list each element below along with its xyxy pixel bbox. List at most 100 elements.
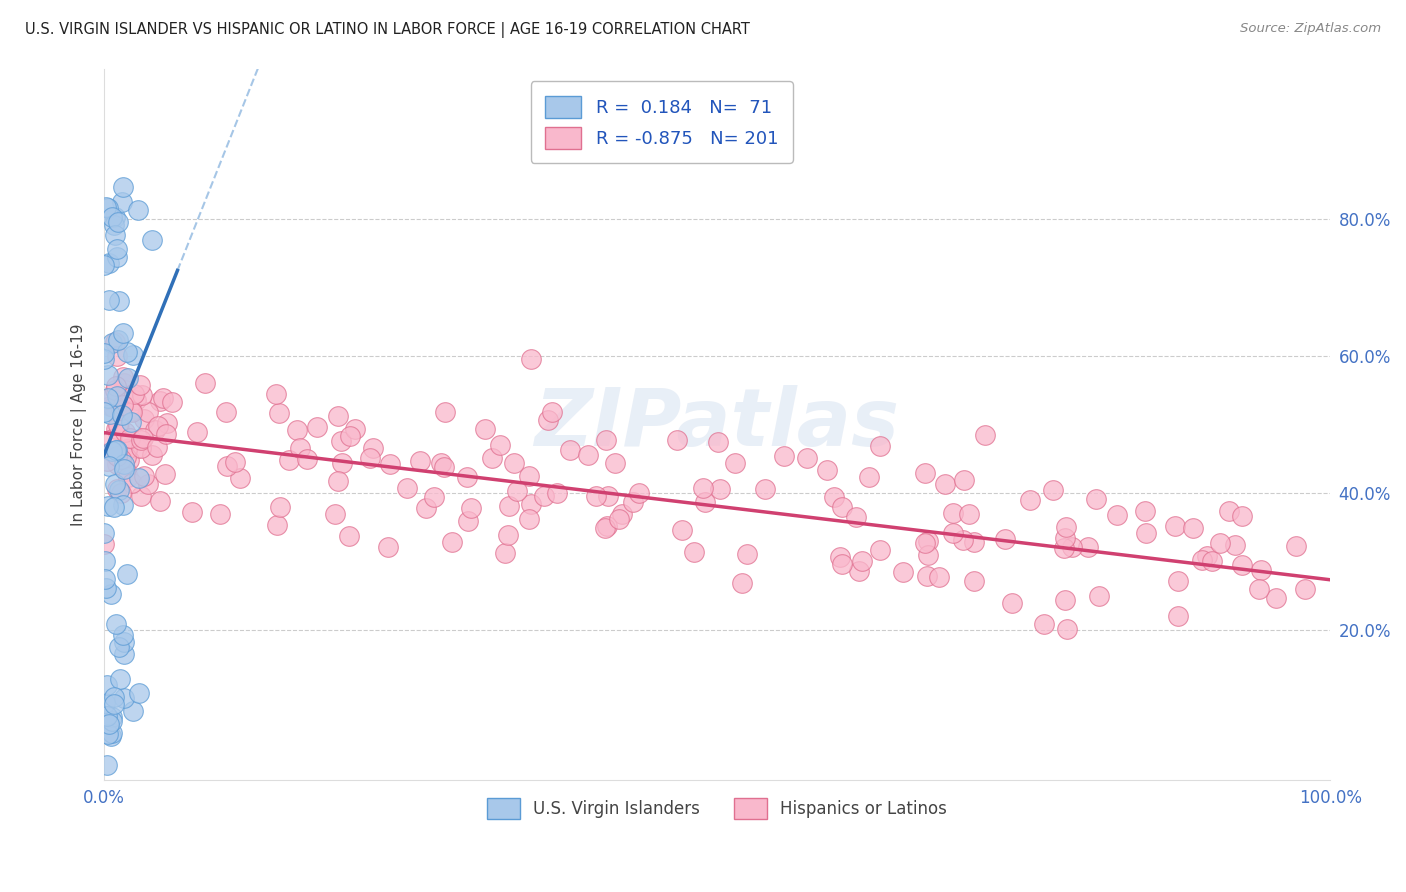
Point [96, 757, 118, 772]
Point [269, 500, 291, 515]
Point [423, 490, 446, 504]
Point [963, 535, 986, 549]
Point [546, 486, 568, 500]
Point [731, 576, 754, 591]
Point [598, 489, 620, 503]
Point [103, 697, 125, 711]
Point [605, 456, 627, 470]
Point [96, 678, 118, 692]
Point [215, 458, 238, 473]
Point [112, 398, 135, 412]
Point [129, 433, 152, 447]
Point [344, 422, 367, 436]
Point [141, 233, 163, 247]
Point [537, 413, 560, 427]
Point [1053, 541, 1076, 555]
Point [773, 449, 796, 463]
Point [128, 686, 150, 700]
Point [115, 566, 138, 581]
Point [129, 377, 152, 392]
Point [533, 488, 555, 502]
Point [1197, 549, 1219, 564]
Point [1247, 582, 1270, 596]
Point [430, 457, 453, 471]
Point [112, 462, 135, 476]
Point [134, 411, 156, 425]
Point [100, 432, 122, 446]
Point [1265, 591, 1288, 605]
Point [434, 405, 457, 419]
Point [93, 405, 115, 419]
Point [104, 422, 127, 436]
Point [498, 499, 520, 513]
Point [104, 383, 127, 397]
Point [266, 517, 288, 532]
Point [104, 211, 127, 225]
Point [94, 696, 117, 710]
Point [105, 242, 128, 256]
Point [1060, 540, 1083, 554]
Point [111, 194, 134, 209]
Point [724, 456, 747, 470]
Point [149, 494, 172, 508]
Point [112, 628, 135, 642]
Point [1209, 536, 1232, 550]
Point [1218, 503, 1240, 517]
Point [1077, 540, 1099, 554]
Point [503, 456, 526, 470]
Point [127, 202, 149, 217]
Point [942, 525, 965, 540]
Point [97, 368, 120, 383]
Point [131, 489, 153, 503]
Point [121, 705, 143, 719]
Point [105, 442, 128, 457]
Point [1167, 608, 1189, 623]
Point [97, 293, 120, 308]
Point [330, 456, 353, 470]
Point [107, 417, 129, 432]
Point [100, 444, 122, 458]
Point [105, 449, 128, 463]
Point [224, 455, 246, 469]
Point [666, 433, 689, 447]
Point [101, 710, 124, 724]
Point [105, 349, 128, 363]
Point [408, 454, 430, 468]
Point [917, 548, 939, 562]
Point [628, 486, 651, 500]
Point [520, 497, 543, 511]
Point [108, 483, 131, 498]
Point [121, 404, 143, 418]
Point [595, 433, 617, 447]
Point [610, 507, 633, 521]
Point [112, 690, 135, 705]
Point [214, 405, 236, 419]
Point [94, 200, 117, 214]
Point [105, 442, 128, 457]
Point [121, 476, 143, 491]
Point [115, 442, 138, 457]
Point [100, 725, 122, 739]
Point [97, 499, 120, 513]
Point [93, 258, 115, 272]
Point [1225, 538, 1247, 552]
Point [125, 392, 148, 407]
Point [112, 326, 135, 340]
Point [488, 438, 510, 452]
Point [1053, 593, 1076, 607]
Point [380, 457, 402, 471]
Point [845, 509, 868, 524]
Point [156, 416, 179, 430]
Point [558, 442, 581, 457]
Point [96, 453, 118, 467]
Point [160, 395, 183, 409]
Y-axis label: In Labor Force | Age 16-19: In Labor Force | Age 16-19 [72, 323, 87, 525]
Point [114, 383, 136, 397]
Point [1201, 554, 1223, 568]
Point [155, 427, 177, 442]
Point [683, 545, 706, 559]
Point [496, 528, 519, 542]
Point [100, 729, 122, 743]
Point [1018, 493, 1040, 508]
Point [621, 495, 644, 509]
